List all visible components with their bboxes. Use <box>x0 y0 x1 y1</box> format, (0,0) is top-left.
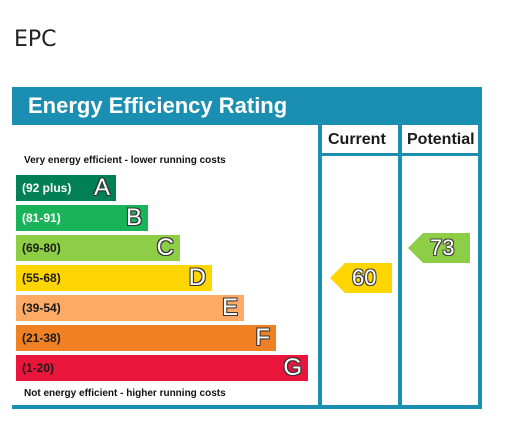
potential-rating-arrow: 73 <box>408 233 470 263</box>
potential-header-line <box>398 153 478 156</box>
band-range-label: (21-38) <box>22 331 61 345</box>
current-column-header: Current <box>328 131 386 148</box>
band-letter: C <box>156 234 174 261</box>
chart-title-bar: Energy Efficiency Rating <box>12 87 478 125</box>
band-f: (21-38) F <box>16 325 276 351</box>
bottom-caption: Not energy efficient - higher running co… <box>24 388 226 399</box>
current-column-right-divider <box>398 125 402 405</box>
band-letter: D <box>188 264 206 291</box>
current-column-left-divider <box>318 125 322 405</box>
potential-arrow-shape <box>408 233 470 263</box>
band-range-label: (1-20) <box>22 361 55 375</box>
band-letter: G <box>283 354 302 381</box>
band-letter: E <box>221 294 238 321</box>
band-b: (81-91) B <box>16 205 148 231</box>
band-e: (39-54) E <box>16 295 244 321</box>
band-g: (1-20) G <box>16 355 308 381</box>
band-range-label: (81-91) <box>22 211 61 225</box>
current-arrow-shape <box>330 263 392 293</box>
band-d: (55-68) D <box>16 265 212 291</box>
band-letter: A <box>93 174 110 201</box>
band-c: (69-80) C <box>16 235 180 261</box>
band-letter: F <box>255 324 270 351</box>
chart-title: Energy Efficiency Rating <box>28 93 288 118</box>
band-letter: B <box>125 204 142 231</box>
top-caption: Very energy efficient - lower running co… <box>24 155 226 166</box>
current-rating-arrow: 60 <box>330 263 392 293</box>
potential-rating-value: 73 <box>430 235 455 260</box>
current-header-line <box>318 153 402 156</box>
potential-column-header: Potential <box>407 131 475 148</box>
band-range-label: (39-54) <box>22 301 61 315</box>
band-a: (92 plus) A <box>16 175 116 201</box>
energy-efficiency-chart: Energy Efficiency Rating Current Potenti… <box>12 87 482 409</box>
band-range-label: (92 plus) <box>22 181 72 195</box>
band-range-label: (69-80) <box>22 241 61 255</box>
current-rating-value: 60 <box>352 265 377 290</box>
page-heading: EPC <box>14 27 57 52</box>
band-range-label: (55-68) <box>22 271 61 285</box>
